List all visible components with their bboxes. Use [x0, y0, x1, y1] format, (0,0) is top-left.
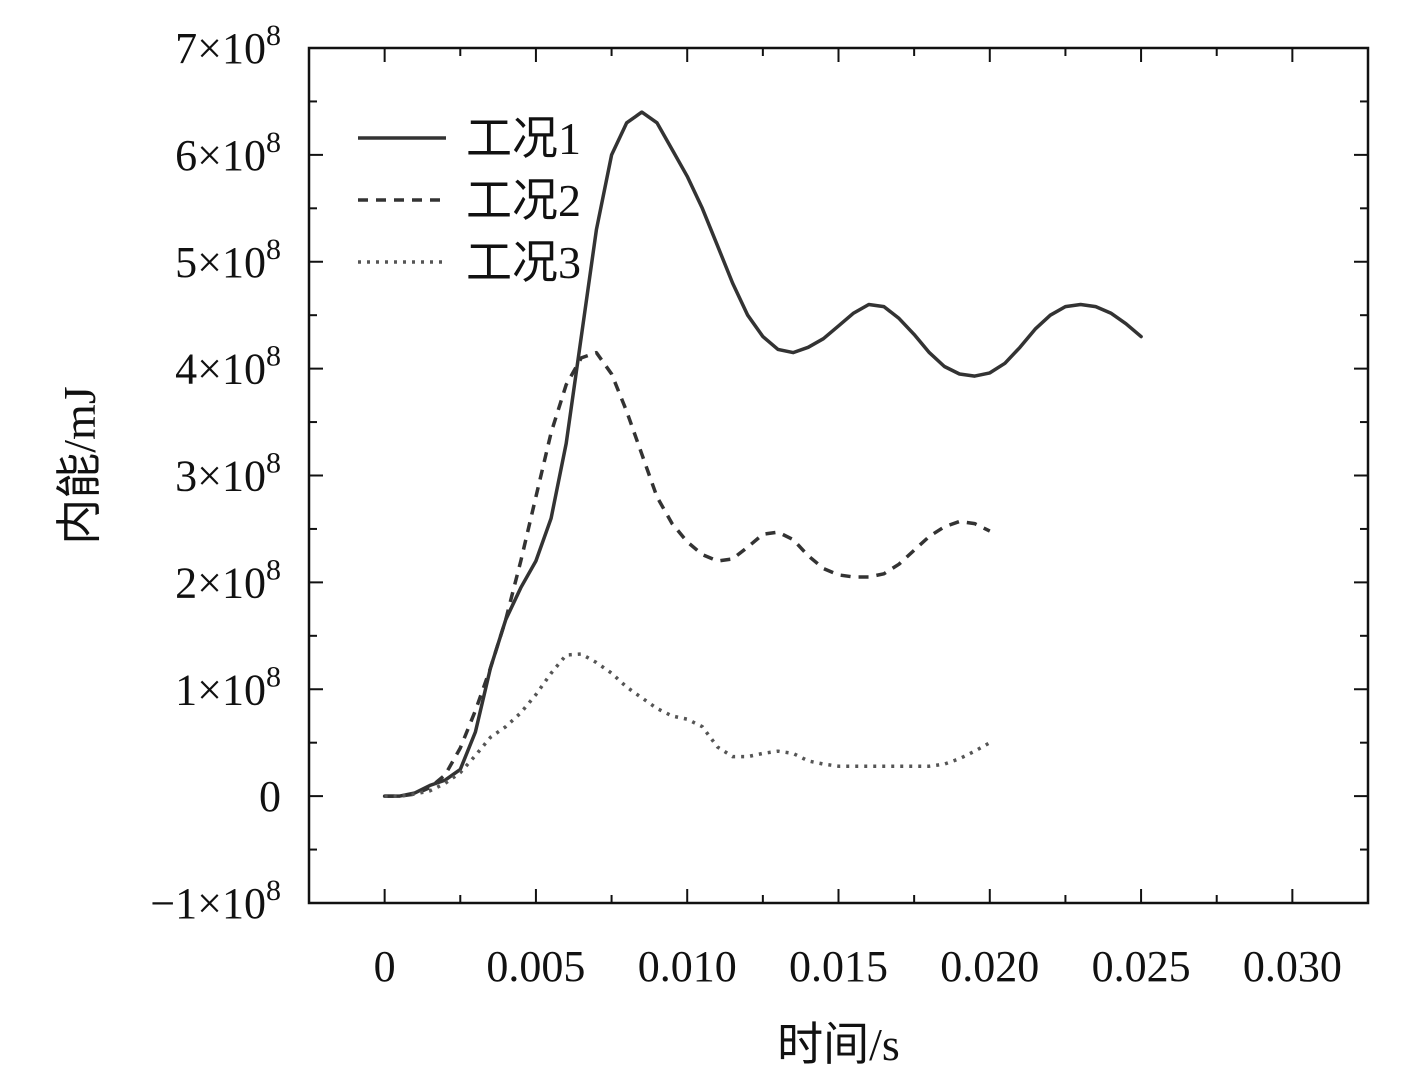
x-tick-label: 0.030: [1243, 942, 1342, 991]
series-line-2: [384, 350, 991, 798]
legend: 工况1 工况2 工况3: [358, 113, 581, 288]
legend-label-1: 工况1: [466, 113, 581, 164]
x-tick-label: 0.020: [940, 942, 1039, 991]
x-tick-label: 0.010: [638, 942, 737, 991]
y-tick-label: 3×108: [175, 447, 281, 501]
x-axis-label: 时间/s: [777, 1019, 900, 1070]
y-tick-label: 2×108: [175, 553, 281, 607]
y-axis-label: 内能/mJ: [54, 386, 105, 544]
y-tick-label: −1×108: [150, 874, 281, 928]
y-tick-label: 1×108: [175, 660, 281, 714]
x-tick-label: 0: [374, 942, 396, 991]
y-tick-label: 5×108: [175, 233, 281, 287]
x-tick-label: 0.005: [486, 942, 585, 991]
y-tick-label: 7×108: [175, 19, 281, 73]
x-tick-label: 0.015: [789, 942, 888, 991]
series-line-1: [382, 110, 1143, 798]
series-line-3: [384, 652, 991, 798]
y-tick-label: 0: [259, 772, 281, 821]
series-lines: [382, 110, 1143, 798]
y-tick-label: 6×108: [175, 126, 281, 180]
legend-label-2: 工况2: [466, 175, 581, 226]
axes: −1×108 0 1×108 2×108 3×108 4×108 5×108 6×108 7×1…: [150, 19, 1369, 991]
y-tick-label: 4×108: [175, 340, 281, 394]
legend-label-3: 工况3: [466, 237, 581, 288]
x-tick-label: 0.025: [1092, 942, 1191, 991]
